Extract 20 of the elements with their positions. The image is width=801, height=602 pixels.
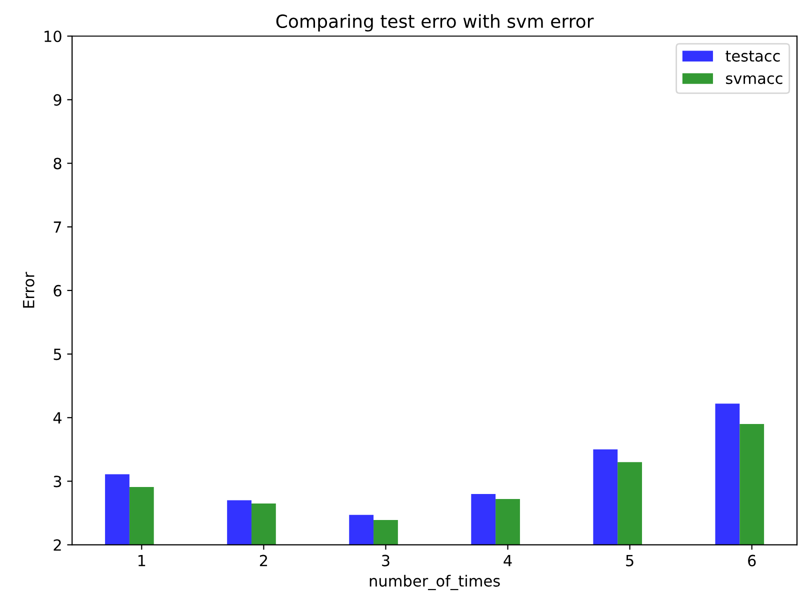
y-tick-label: 3	[54, 476, 62, 488]
y-axis-title: Error	[23, 272, 34, 308]
y-tick-label: 4	[53, 412, 62, 424]
y-tick-label: 8	[54, 158, 62, 170]
y-tick-label: 10	[44, 30, 62, 42]
chart-title: Comparing test erro with svm error	[276, 14, 594, 32]
x-tick-label: 5	[626, 555, 634, 566]
y-tick-label: 7	[54, 222, 62, 233]
y-tick-label: 5	[54, 348, 62, 360]
x-axis-title: number_of_times	[370, 574, 500, 590]
x-tick-label: 2	[260, 554, 268, 566]
legend-label: testacc	[726, 50, 780, 62]
x-tick-label: 3	[382, 554, 390, 566]
x-tick-label: 1	[138, 555, 146, 566]
y-tick-label: 6	[54, 284, 62, 296]
legend-label: svmacc	[726, 75, 782, 84]
y-tick-label: 9	[54, 94, 62, 106]
x-tick-label: 6	[748, 554, 756, 566]
x-tick-label: 4	[504, 555, 512, 566]
y-tick-label: 2	[54, 539, 61, 551]
